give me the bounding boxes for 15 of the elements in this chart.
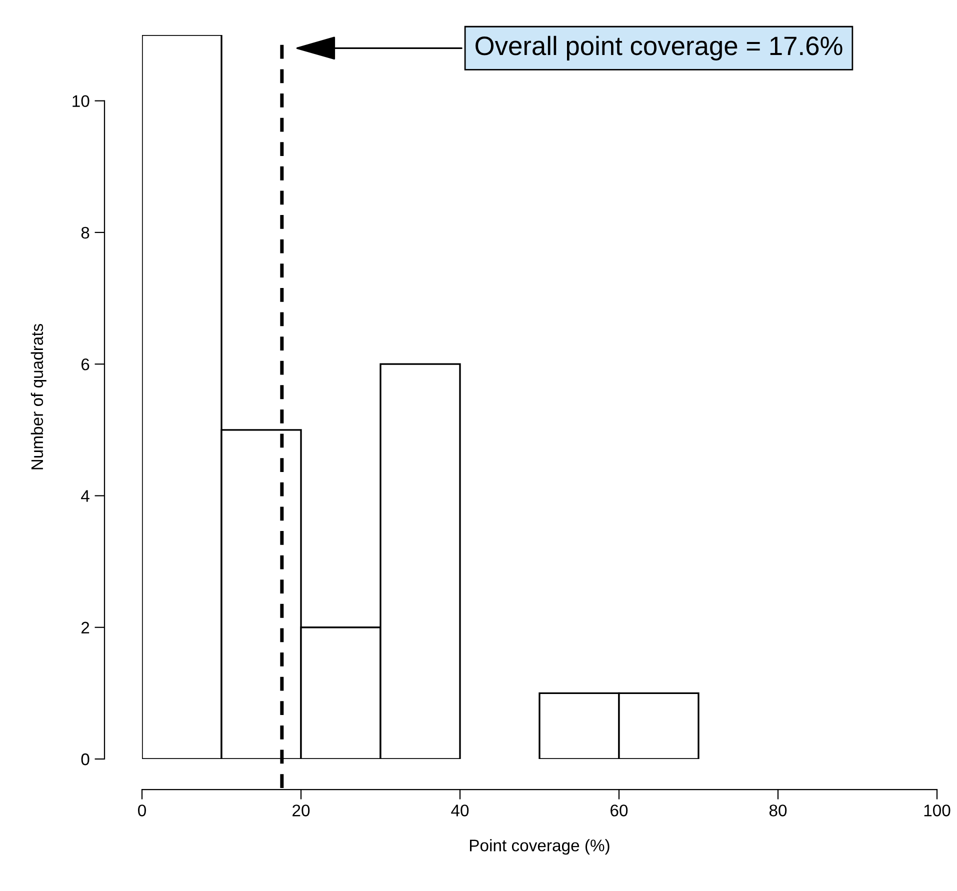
x-axis-title: Point coverage (%) bbox=[470, 839, 610, 855]
x-tick-label: 40 bbox=[451, 804, 469, 816]
x-tick-label: 60 bbox=[610, 804, 628, 816]
x-tick-label: 100 bbox=[924, 804, 950, 816]
x-tick-label: 80 bbox=[769, 804, 787, 816]
y-tick-label: 8 bbox=[81, 226, 90, 239]
y-axis-title: Number of quadrats bbox=[30, 324, 46, 470]
y-tick-label: 6 bbox=[81, 358, 90, 370]
y-tick-label: 4 bbox=[81, 490, 90, 502]
ref-line-label: Overall point coverage = 17.6% bbox=[476, 36, 842, 60]
y-tick-label: 2 bbox=[81, 622, 90, 634]
y-tick-label: 0 bbox=[81, 753, 90, 766]
y-tick-label: 10 bbox=[72, 95, 90, 108]
x-tick-label: 20 bbox=[292, 804, 310, 816]
x-tick-label: 0 bbox=[138, 804, 146, 816]
